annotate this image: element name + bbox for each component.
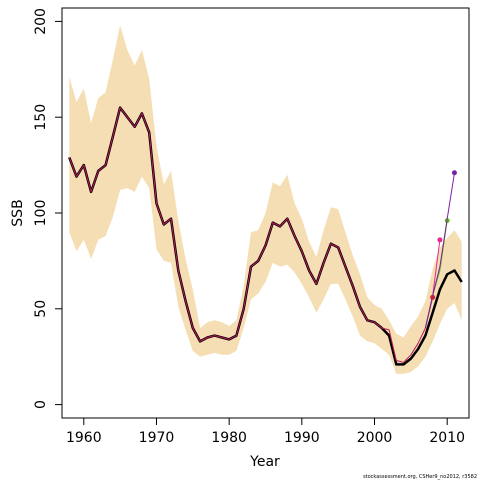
x-tick-label-1960: 1960	[66, 430, 102, 446]
series-line-retro	[68, 107, 426, 363]
confidence-band-layer	[69, 25, 462, 374]
footnote: stockassessment.org, CSHer9_no2012, r358…	[363, 474, 477, 480]
confidence-band	[69, 25, 462, 374]
series-line-layer	[68, 106, 463, 366]
y-axis-label: SSB	[10, 199, 26, 226]
y-tick-label-150: 150	[33, 104, 49, 131]
retro-peel-endpoint-4	[451, 170, 457, 176]
x-tick-label-1980: 1980	[211, 430, 247, 446]
x-tick-label-1970: 1970	[139, 430, 175, 446]
y-tick-label-50: 50	[33, 300, 49, 318]
x-axis-label: Year	[249, 454, 280, 470]
retro-peel-line-4	[424, 172, 455, 329]
x-tick-label-2000: 2000	[357, 430, 393, 446]
retrospective-peel-layer	[424, 170, 457, 329]
y-tick-label-0: 0	[33, 400, 49, 409]
y-axis: 0 50 100 150 200	[33, 8, 63, 409]
x-tick-label-2010: 2010	[429, 430, 465, 446]
x-tick-label-1990: 1990	[284, 430, 320, 446]
y-tick-label-100: 100	[33, 200, 49, 227]
y-tick-label-200: 200	[33, 8, 49, 35]
retro-peel-endpoint-2	[437, 237, 443, 243]
x-axis: 1960 1970 1980 1990 2000 2010	[66, 417, 465, 446]
